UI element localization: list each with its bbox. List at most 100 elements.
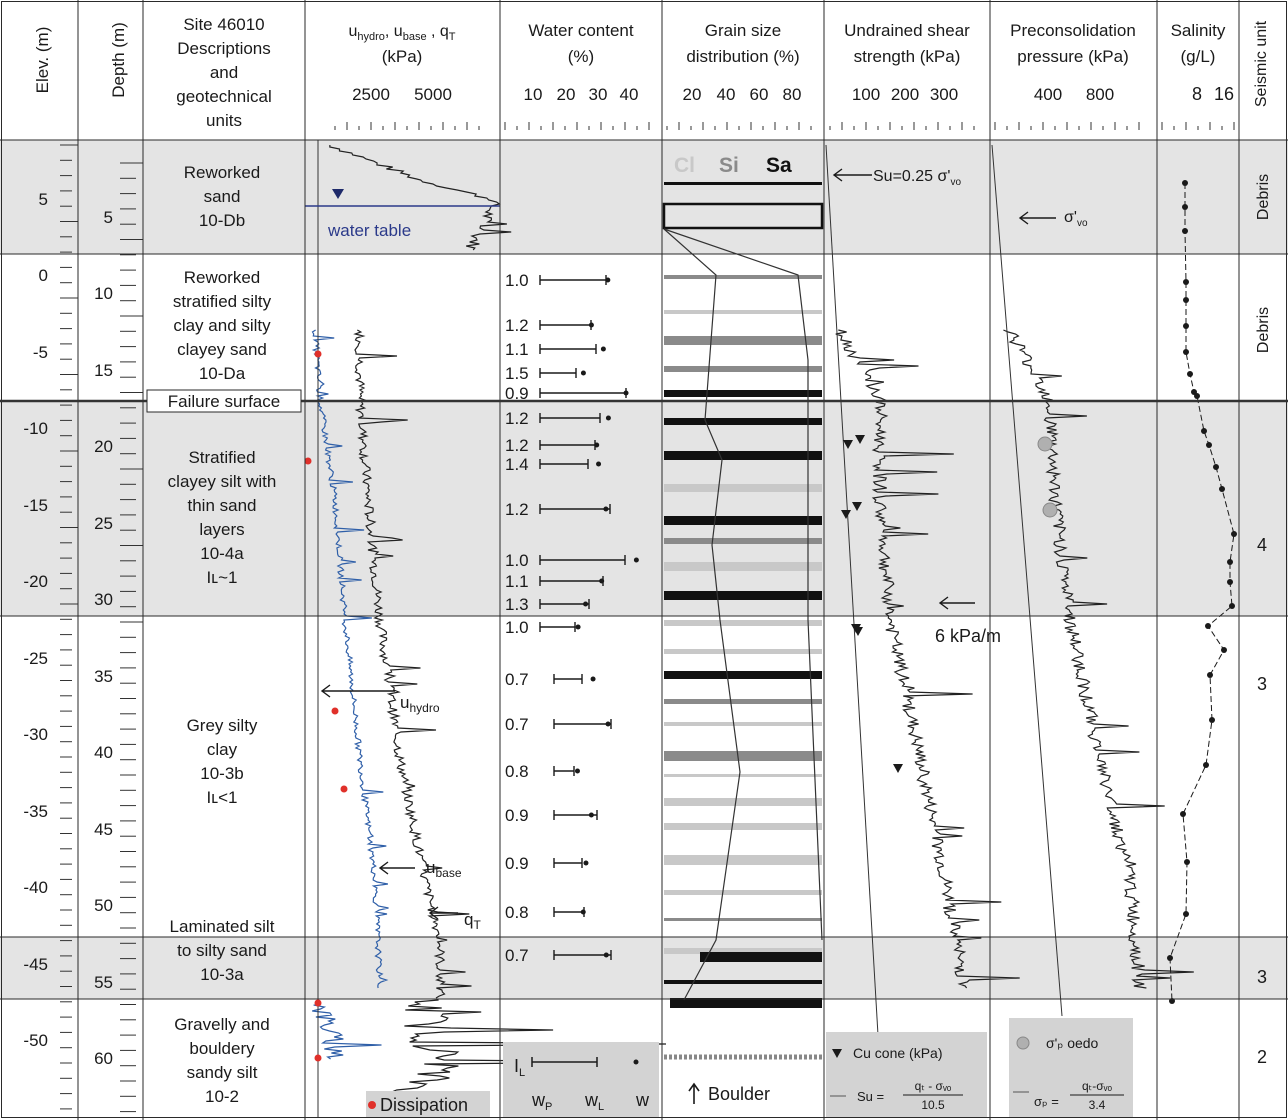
depth-header: Depth (m) [109,22,128,98]
depth-tick: 25 [94,514,113,533]
grain-tick-60: 60 [750,85,769,104]
clay-label: Cl [674,154,695,177]
water-content-point [574,768,580,774]
water-header-line-1: Water content [528,21,633,40]
grain-layer [700,952,822,962]
unit-10-2-line: Gravelly and [174,1015,269,1034]
elev-tick: -15 [23,496,48,515]
su-annotations: Su=0.25 σ'vo 6 kPa/m [832,168,1001,646]
u-base-trace-lower [312,1004,382,1060]
depth-tick: 55 [94,973,113,992]
grain-layer [664,620,822,626]
cpt-tick-2500: 2500 [352,85,390,104]
sal-header-line-2: (g/L) [1181,47,1216,66]
su-ratio-line [825,144,879,1036]
su-tick-100: 100 [852,85,880,104]
salinity-point [1203,762,1209,768]
unit-10-da-line: clay and silty [173,316,271,335]
grain-layer [664,516,822,525]
water-header-line-2: (%) [568,47,594,66]
elev-tick: -40 [23,878,48,897]
grain-layer [664,484,822,492]
dissipation-point [304,457,312,465]
u-base-label: ubase [426,858,462,880]
desc-header-line-3: and [210,63,238,82]
salinity-point [1167,955,1173,961]
unit-10-3a-line: to silty sand [177,941,267,960]
unit-10-da-line: stratified silty [173,292,272,311]
salinity-point [1229,603,1235,609]
unit-10-4a-line: 10-4a [200,544,244,563]
liquidity-index-label: 1.0 [505,551,529,570]
unit-10-2-line: bouldery [189,1039,255,1058]
liquidity-index-label: 0.7 [505,670,529,689]
grain-layer [664,366,822,372]
elev-tick: 5 [39,190,48,209]
grain-tick-40: 40 [717,85,736,104]
desc-header-line-5: units [206,111,242,130]
liquidity-index-label: 1.1 [505,340,529,359]
salinity-point [1201,428,1207,434]
sal-tick-8: 8 [1192,84,1202,104]
salinity-point [1227,579,1233,585]
salinity-point [1219,486,1225,492]
salinity-point [1213,464,1219,470]
w-marker-icon [633,1059,639,1065]
desc-header-line-4: geotechnical [176,87,271,106]
pc-legend: σ'ₚ oedo σₚ = qₜ-σᵥₒ 3.4 [1009,1018,1133,1117]
u-base-trace [311,329,389,989]
water-tick-20: 20 [557,85,576,104]
liquidity-index-labels: 1.01.21.11.50.91.21.21.41.21.01.11.31.00… [505,271,529,965]
salinity-point [1183,911,1189,917]
salinity-point [1182,180,1188,186]
grain-tick-20: 20 [683,85,702,104]
seismic-unit-4: 4 [1257,535,1267,555]
water-content-point [583,860,589,866]
sand-label: Sa [766,154,792,177]
su-formula-num: qₜ - σᵥₒ [915,1079,952,1093]
water-content-point [603,506,609,512]
su-header-line-2: strength (kPa) [854,47,961,66]
elev-tick: -30 [23,725,48,744]
water-content-point [580,370,586,376]
water-content-point [596,461,602,467]
pc-tick-400: 400 [1034,85,1062,104]
elev-header: Elev. (m) [33,27,52,94]
depth-axis: 5 10 15 20 25 30 35 40 45 50 55 60 [94,208,113,1068]
cone-marker [852,502,862,511]
grain-layer [664,948,822,954]
pc-trace [1003,329,1194,989]
depth-tick: 60 [94,1049,113,1068]
grain-layer [664,649,822,654]
grain-layer [664,798,822,806]
liquidity-index-label: 0.7 [505,946,529,965]
band-10-3a [0,937,1288,999]
data-traces [60,122,1237,1118]
water-table-label: water table [327,221,411,240]
seismic-unit-debris: Debris [1255,174,1272,220]
grain-tick-80: 80 [783,85,802,104]
liquidity-index-label: 0.8 [505,762,529,781]
liquidity-index-label: 1.0 [505,618,529,637]
grain-layer [664,182,822,185]
elev-tick: -50 [23,1031,48,1050]
water-content-point [583,601,589,607]
grain-annotations: Cl Si Sa Boulder [674,154,792,1104]
cpt-label-arrow-icon [428,906,458,920]
liquidity-index-label: 1.2 [505,316,529,335]
seismic-unit-3: 3 [1257,674,1267,694]
clay-boundary [663,228,741,1001]
liquidity-index-label: 1.2 [505,409,529,428]
liquidity-index-label: 1.5 [505,364,529,383]
shaded-bands [0,140,1288,999]
salinity-point [1184,859,1190,865]
grain-layer [664,774,822,777]
seismic-header: Seismic unit [1253,20,1270,107]
water-content-point [605,277,611,283]
depth-tick: 50 [94,896,113,915]
sigma-vo-line [991,144,1063,1017]
water-tick-10: 10 [524,85,543,104]
dissipation-legend: Dissipation [366,1091,490,1117]
boulder-label: Boulder [708,1084,770,1104]
su-formula-den: 10.5 [921,1098,945,1112]
